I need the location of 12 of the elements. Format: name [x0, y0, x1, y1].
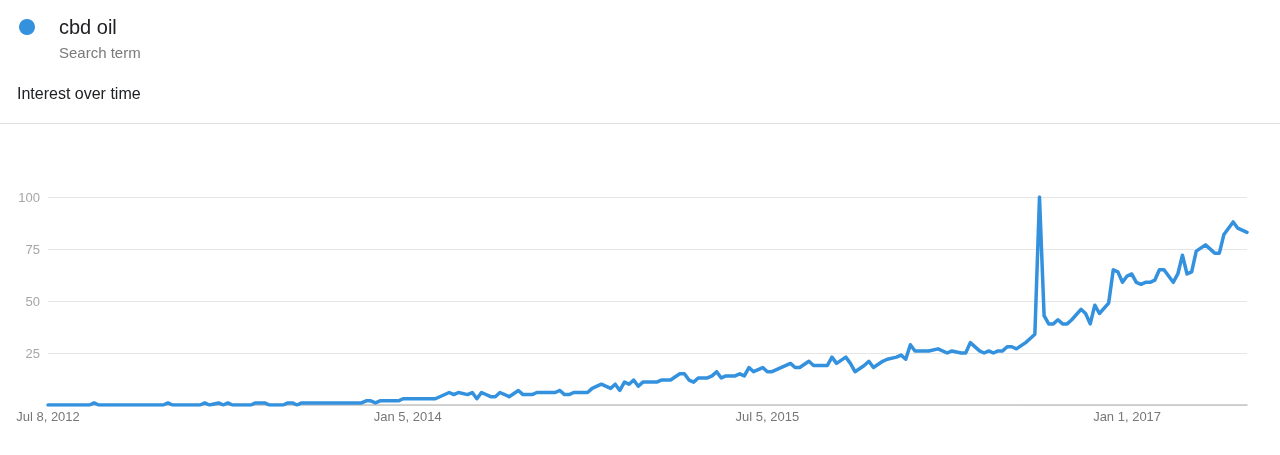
chart-title: Interest over time [17, 84, 141, 102]
legend-label: cbd oil [59, 16, 117, 38]
y-tick-label: 100 [18, 189, 40, 205]
y-tick-label: 50 [25, 293, 40, 309]
legend-title: Search term [59, 44, 141, 61]
line-series [46, 195, 1249, 407]
x-tick-label: Jan 5, 2014 [373, 409, 442, 424]
x-tick-label: Jul 5, 2015 [735, 409, 800, 424]
y-tick-label: 25 [25, 345, 40, 361]
x-tick-label: Jul 8, 2012 [16, 409, 80, 424]
x-tick-label: Jan 1, 2017 [1093, 409, 1162, 424]
y-tick-label: 75 [25, 241, 40, 257]
